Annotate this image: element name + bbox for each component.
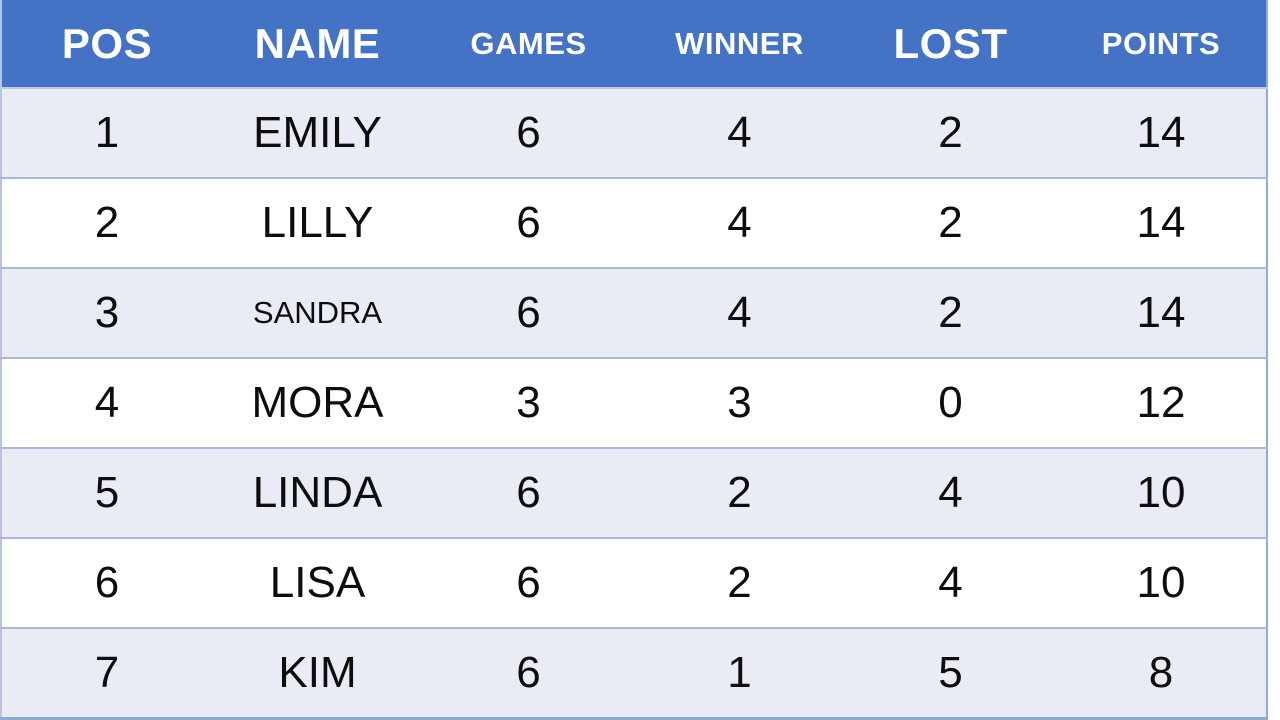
- cell-points: 8: [1056, 628, 1267, 719]
- cell-lost: 4: [845, 448, 1056, 539]
- table-row: 7 KIM 6 1 5 8: [1, 628, 1267, 719]
- cell-lost: 2: [845, 268, 1056, 359]
- table-row: 1 EMILY 6 4 2 14: [1, 88, 1267, 179]
- cell-winner: 2: [634, 538, 845, 629]
- cell-points: 14: [1056, 178, 1267, 269]
- cell-pos: 1: [1, 88, 212, 179]
- column-header-points: POINTS: [1056, 0, 1267, 88]
- cell-points: 14: [1056, 268, 1267, 359]
- cell-points: 10: [1056, 538, 1267, 629]
- cell-winner: 4: [634, 268, 845, 359]
- cell-name: LINDA: [212, 448, 423, 539]
- cell-games: 6: [423, 448, 634, 539]
- cell-pos: 5: [1, 448, 212, 539]
- table-row: 6 LISA 6 2 4 10: [1, 538, 1267, 629]
- cell-winner: 1: [634, 628, 845, 719]
- table-row: 5 LINDA 6 2 4 10: [1, 448, 1267, 539]
- cell-games: 3: [423, 358, 634, 449]
- cell-games: 6: [423, 178, 634, 269]
- cell-points: 10: [1056, 448, 1267, 539]
- column-header-lost: LOST: [845, 0, 1056, 88]
- header-row: POS NAME GAMES WINNER LOST POINTS: [1, 0, 1267, 88]
- cell-pos: 4: [1, 358, 212, 449]
- cell-winner: 2: [634, 448, 845, 539]
- cell-lost: 4: [845, 538, 1056, 629]
- cell-name: KIM: [212, 628, 423, 719]
- column-header-games: GAMES: [423, 0, 634, 88]
- cell-pos: 3: [1, 268, 212, 359]
- cell-lost: 2: [845, 178, 1056, 269]
- table-row: 4 MORA 3 3 0 12: [1, 358, 1267, 449]
- cell-lost: 5: [845, 628, 1056, 719]
- cell-winner: 3: [634, 358, 845, 449]
- column-header-name: NAME: [212, 0, 423, 88]
- cell-lost: 2: [845, 88, 1056, 179]
- cell-points: 12: [1056, 358, 1267, 449]
- cell-name: LISA: [212, 538, 423, 629]
- cell-games: 6: [423, 628, 634, 719]
- cell-name: EMILY: [212, 88, 423, 179]
- table-header: POS NAME GAMES WINNER LOST POINTS: [1, 0, 1267, 88]
- cell-games: 6: [423, 268, 634, 359]
- cell-pos: 6: [1, 538, 212, 629]
- table-body: 1 EMILY 6 4 2 14 2 LILLY 6 4 2 14 3 SAND…: [1, 88, 1267, 719]
- cell-winner: 4: [634, 178, 845, 269]
- cell-pos: 2: [1, 178, 212, 269]
- column-header-pos: POS: [1, 0, 212, 88]
- table-row: 2 LILLY 6 4 2 14: [1, 178, 1267, 269]
- cell-name: LILLY: [212, 178, 423, 269]
- cell-name: MORA: [212, 358, 423, 449]
- cell-games: 6: [423, 88, 634, 179]
- column-header-winner: WINNER: [634, 0, 845, 88]
- table-row: 3 SANDRA 6 4 2 14: [1, 268, 1267, 359]
- cell-name: SANDRA: [212, 268, 423, 359]
- cell-lost: 0: [845, 358, 1056, 449]
- cell-points: 14: [1056, 88, 1267, 179]
- cell-winner: 4: [634, 88, 845, 179]
- cell-games: 6: [423, 538, 634, 629]
- cell-pos: 7: [1, 628, 212, 719]
